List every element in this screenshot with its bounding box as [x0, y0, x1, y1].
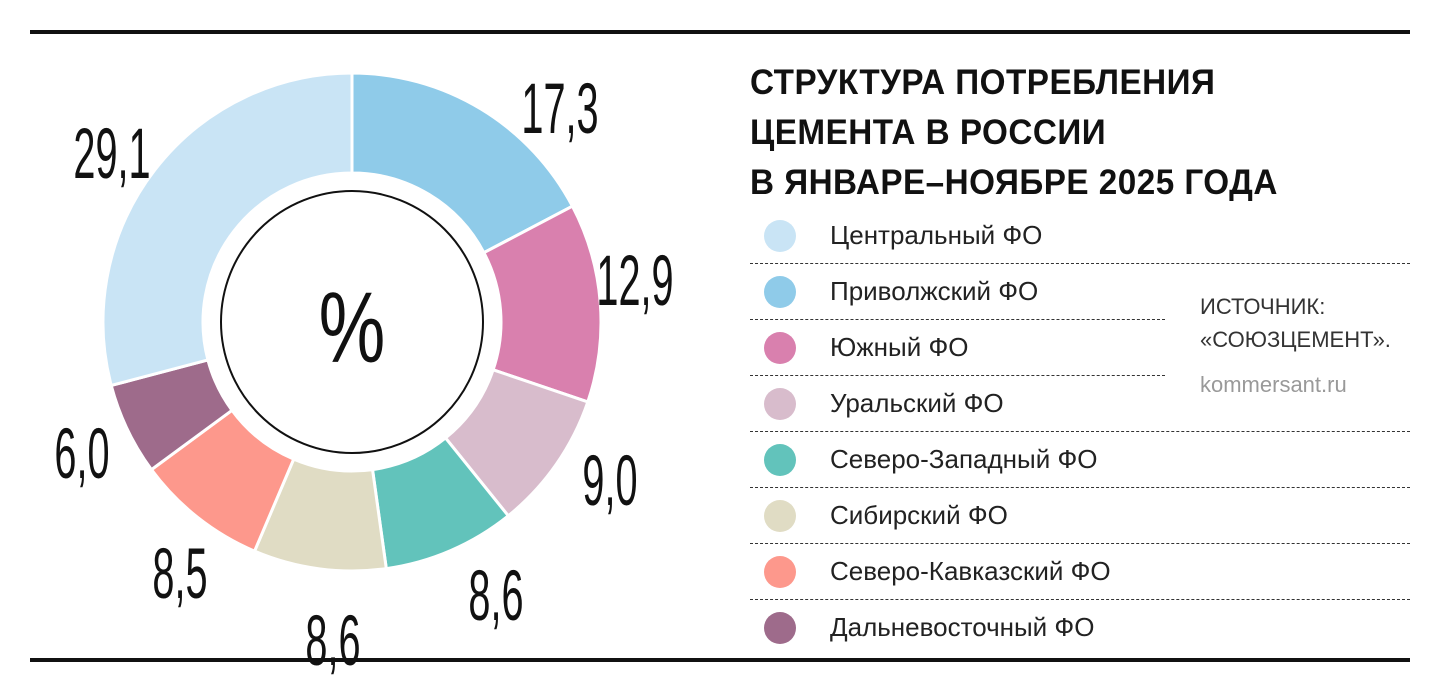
source: ИСТОЧНИК: «СОЮЗЦЕМЕНТ».: [1200, 290, 1391, 356]
legend-label: Дальневосточный ФО: [830, 612, 1095, 642]
data-label: 8,5: [152, 535, 207, 614]
legend-swatch: [764, 444, 796, 476]
data-label: 17,3: [521, 70, 598, 149]
center-ring: [220, 190, 484, 454]
divider: [750, 319, 1165, 320]
source-label: ИСТОЧНИК:: [1200, 294, 1326, 319]
data-label: 8,6: [468, 557, 523, 636]
legend-label: Северо-Западный ФО: [830, 444, 1098, 474]
divider: [750, 375, 1165, 376]
legend-label: Центральный ФО: [830, 220, 1043, 250]
donut-chart: % 17,3 12,9 9,0 8,6 8,6 8,5 6,0 29,1: [54, 70, 673, 681]
center-label: %: [319, 271, 386, 383]
legend-label: Сибирский ФО: [830, 500, 1008, 530]
data-label: 8,6: [305, 602, 360, 681]
divider: [750, 263, 1410, 264]
chart-title: СТРУКТУРА ПОТРЕБЛЕНИЯ ЦЕМЕНТА В РОССИИ В…: [750, 58, 1278, 208]
source-name: «СОЮЗЦЕМЕНТ».: [1200, 327, 1391, 352]
slice-0: [350, 71, 575, 255]
legend-swatch: [764, 388, 796, 420]
legend-item: Южный ФО: [750, 320, 1410, 376]
legend-label: Уральский ФО: [830, 388, 1004, 418]
legend-label: Южный ФО: [830, 332, 969, 362]
top-rule: [30, 30, 1410, 34]
bottom-rule: [30, 658, 1410, 662]
legend-item: Северо-Кавказский ФО: [750, 544, 1410, 600]
data-label: 29,1: [73, 115, 150, 194]
legend-swatch: [764, 220, 796, 252]
title-line: В ЯНВАРЕ–НОЯБРЕ 2025 ГОДА: [750, 163, 1278, 202]
site-name: kommersant.ru: [1200, 372, 1347, 397]
divider: [750, 543, 1410, 544]
data-label: 9,0: [582, 442, 637, 521]
legend-swatch: [764, 332, 796, 364]
data-label: 6,0: [54, 415, 109, 494]
legend-item: Центральный ФО: [750, 208, 1410, 264]
title-line: ЦЕМЕНТА В РОССИИ: [750, 113, 1107, 152]
legend-item: Северо-Западный ФО: [750, 432, 1410, 488]
divider: [750, 431, 1410, 432]
slice-7: [101, 71, 354, 388]
legend: Центральный ФО Приволжский ФО Южный ФО У…: [750, 208, 1410, 656]
legend-item: Приволжский ФО: [750, 264, 1410, 320]
legend-item: Сибирский ФО: [750, 488, 1410, 544]
title-line: СТРУКТУРА ПОТРЕБЛЕНИЯ: [750, 63, 1216, 102]
legend-label: Северо-Кавказский ФО: [830, 556, 1111, 586]
legend-swatch: [764, 612, 796, 644]
legend-swatch: [764, 500, 796, 532]
divider: [750, 599, 1410, 600]
data-label: 12,9: [596, 242, 673, 321]
legend-label: Приволжский ФО: [830, 276, 1039, 306]
legend-swatch: [764, 276, 796, 308]
legend-item: Уральский ФО: [750, 376, 1410, 432]
legend-item: Дальневосточный ФО: [750, 600, 1410, 656]
divider: [750, 487, 1410, 488]
legend-swatch: [764, 556, 796, 588]
